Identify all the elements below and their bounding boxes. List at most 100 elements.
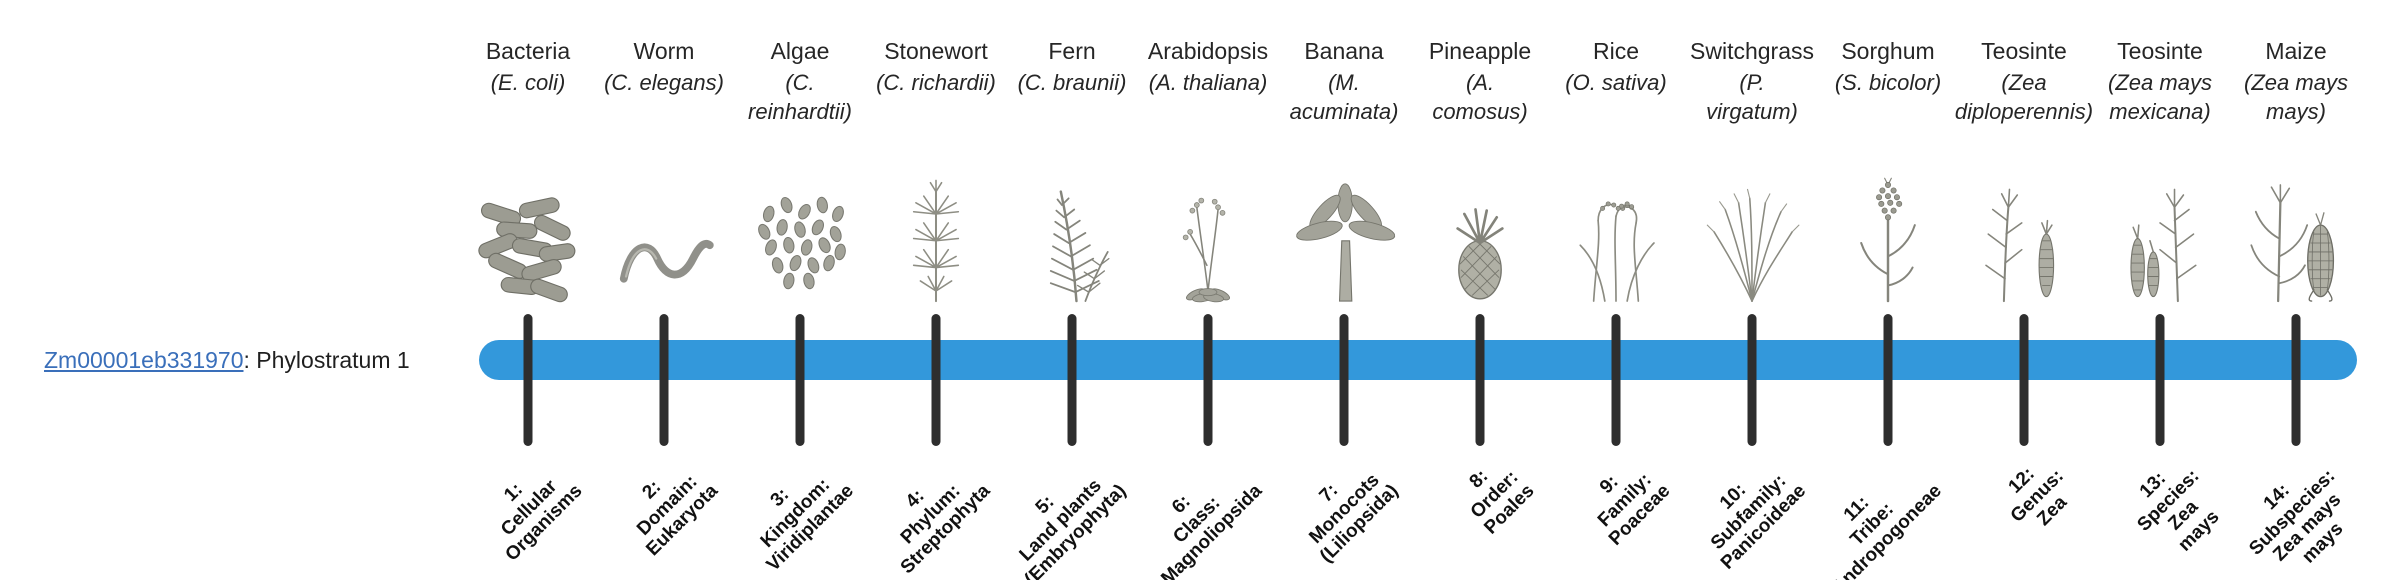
column-switchgrass: Switchgrass (P. virgatum) [1684,0,1820,580]
phylostratum-label: 1: Cellular Organisms [496,475,587,566]
phylostratum-label: 14: Subspecies: Zea mays mays [2245,465,2348,568]
fern-icon [1049,190,1110,303]
organism-scientific-name: (O. sativa) [1565,70,1667,95]
organism-common-name: Algae [770,38,830,64]
organism-common-name: Maize [2265,38,2327,64]
organism-common-name: Arabidopsis [1147,38,1269,64]
phylostratum-tick [1067,314,1077,446]
phylostratum-tick [795,314,805,446]
organism-common-name: Teosinte [1981,38,2067,64]
phylostratum-tick [523,314,533,446]
worm-illustration [602,166,726,310]
maize-icon [2250,184,2335,303]
column-maize: Maize (Zea mays mays) [2228,0,2364,580]
gene-label: Zm00001eb331970: Phylostratum 1 [44,348,410,373]
phylostratum-tick [659,314,669,446]
phylostratum-label: 7: Monocots (Liliopsida) [1304,469,1403,568]
switchgrass-illustration [1690,166,1814,310]
organism-scientific-name: (C. braunii) [1017,70,1127,95]
sorghum-icon [1860,177,1916,303]
organism-common-name: Pineapple [1428,38,1532,64]
organism-common-name: Banana [1304,38,1384,64]
stonewort-icon [912,179,960,303]
sorghum-illustration [1826,166,1950,310]
phylostratum-label: 2: Domain: Eukaryota [632,470,723,561]
column-teosinte-mexicana: Teosinte (Zea mays mexicana) [2092,0,2228,580]
organism-scientific-name: (Zea mays mexicana) [2108,70,2212,124]
organism-common-name: Worm [633,38,695,64]
phylostratum-tick [2019,314,2029,446]
phylostratum-label: 11: Tribe: Andropogoneae [1828,480,1947,580]
phylostratum-label: 5: Land plants (Embryophyta) [1015,475,1131,580]
gene-id-link[interactable]: Zm00001eb331970 [44,347,244,373]
phylostratum-tick [1747,314,1757,446]
maize-illustration [2234,166,2358,310]
algae-icon [758,196,846,290]
phylostratum-tick [1883,314,1893,446]
organism-scientific-name: (C. elegans) [604,70,724,95]
organism-scientific-name: (Zea mays mays) [2244,70,2348,124]
phylostratum-tick [1475,314,1485,446]
phylostratum-tick [1339,314,1349,446]
phylostratum-tick [1203,314,1213,446]
column-teosinte-diploperennis: Teosinte (Zea diploperennis) [1955,0,2093,580]
teosinte-icon [1985,188,2055,303]
fern-illustration [1010,166,1134,310]
phylostratum-label: 8: Order: Poales [1465,465,1539,539]
rice-icon [1579,201,1655,302]
organism-common-name: Bacteria [485,38,571,64]
arabidopsis-icon [1182,197,1230,303]
organism-common-name: Rice [1592,38,1640,64]
organism-common-name: Sorghum [1841,38,1935,64]
arabidopsis-illustration [1146,166,1270,310]
phylostratum-tick [2155,314,2165,446]
banana-icon [1296,183,1396,302]
stonewort-illustration [874,166,998,310]
teosinte-icon [2130,188,2197,303]
column-fern: Fern (C. braunii) [1004,0,1140,580]
organism-common-name: Stonewort [884,38,988,64]
organism-scientific-name: (C. richardii) [876,70,996,95]
phylostratum-label: 3: Kingdom: Viridiplantae [756,474,859,576]
organism-scientific-name: (Zea diploperennis) [1954,70,2094,124]
column-arabidopsis: Arabidopsis (A. thaliana) [1140,0,1276,580]
phylostratum-tick [2291,314,2301,446]
teosinte-diploperennis-illustration [1962,166,2086,310]
phylostrata-columns: Bacteria (E. coli) [460,0,2364,580]
phylostratum-tick [1611,314,1621,446]
organism-scientific-name: (S. bicolor) [1834,70,1942,95]
column-worm: Worm (C. elegans) 2: Domain: Eukaryota [596,0,732,580]
column-stonewort: Stonewort (C. richardii) [868,0,1004,580]
organism-common-name: Switchgrass [1690,38,1814,64]
algae-illustration [738,166,862,310]
column-banana: Banana (M. acuminata) 7: Monocots (Lilio… [1276,0,1412,580]
organism-scientific-name: (P. virgatum) [1706,70,1798,124]
gene-label-suffix: : Phylostratum 1 [243,347,410,373]
organism-scientific-name: (A. thaliana) [1148,70,1268,95]
organism-common-name: Teosinte [2117,38,2203,64]
organism-scientific-name: (M. acuminata) [1289,70,1399,124]
column-bacteria: Bacteria (E. coli) [460,0,596,580]
organism-scientific-name: (E. coli) [490,70,566,95]
teosinte-mexicana-illustration [2098,166,2222,310]
pineapple-illustration [1418,166,1542,310]
phylostratum-label: 10: Subfamily: Panicoideae [1706,470,1811,574]
bacteria-illustration [466,166,590,310]
phylostratum-label: 4: Phylum: Streptophyta [896,480,995,579]
organism-common-name: Fern [1048,38,1096,64]
phylostratum-label: 6: Class: Magnoliopsida [1157,480,1267,580]
column-algae: Algae (C. reinhardtii) [732,0,868,580]
banana-illustration [1282,166,1406,310]
organism-scientific-name: (C. reinhardtii) [748,70,852,124]
column-pineapple: Pineapple (A. comosus) 8: Order: Poales [1412,0,1548,580]
phylostratum-label: 9: Family: Poaceae [1593,469,1675,551]
worm-icon [619,239,714,283]
organism-scientific-name: (A. comosus) [1432,70,1528,124]
pineapple-icon [1456,208,1504,300]
column-sorghum: Sorghum (S. bicolor) [1820,0,1956,580]
phylostratum-label: 13: Species: Zea mays [2133,465,2224,556]
phylostratum-label: 12: Genus: Zea [2004,463,2071,531]
phylostratum-tick [931,314,941,446]
phylostrata-timeline-bar [479,340,2357,380]
